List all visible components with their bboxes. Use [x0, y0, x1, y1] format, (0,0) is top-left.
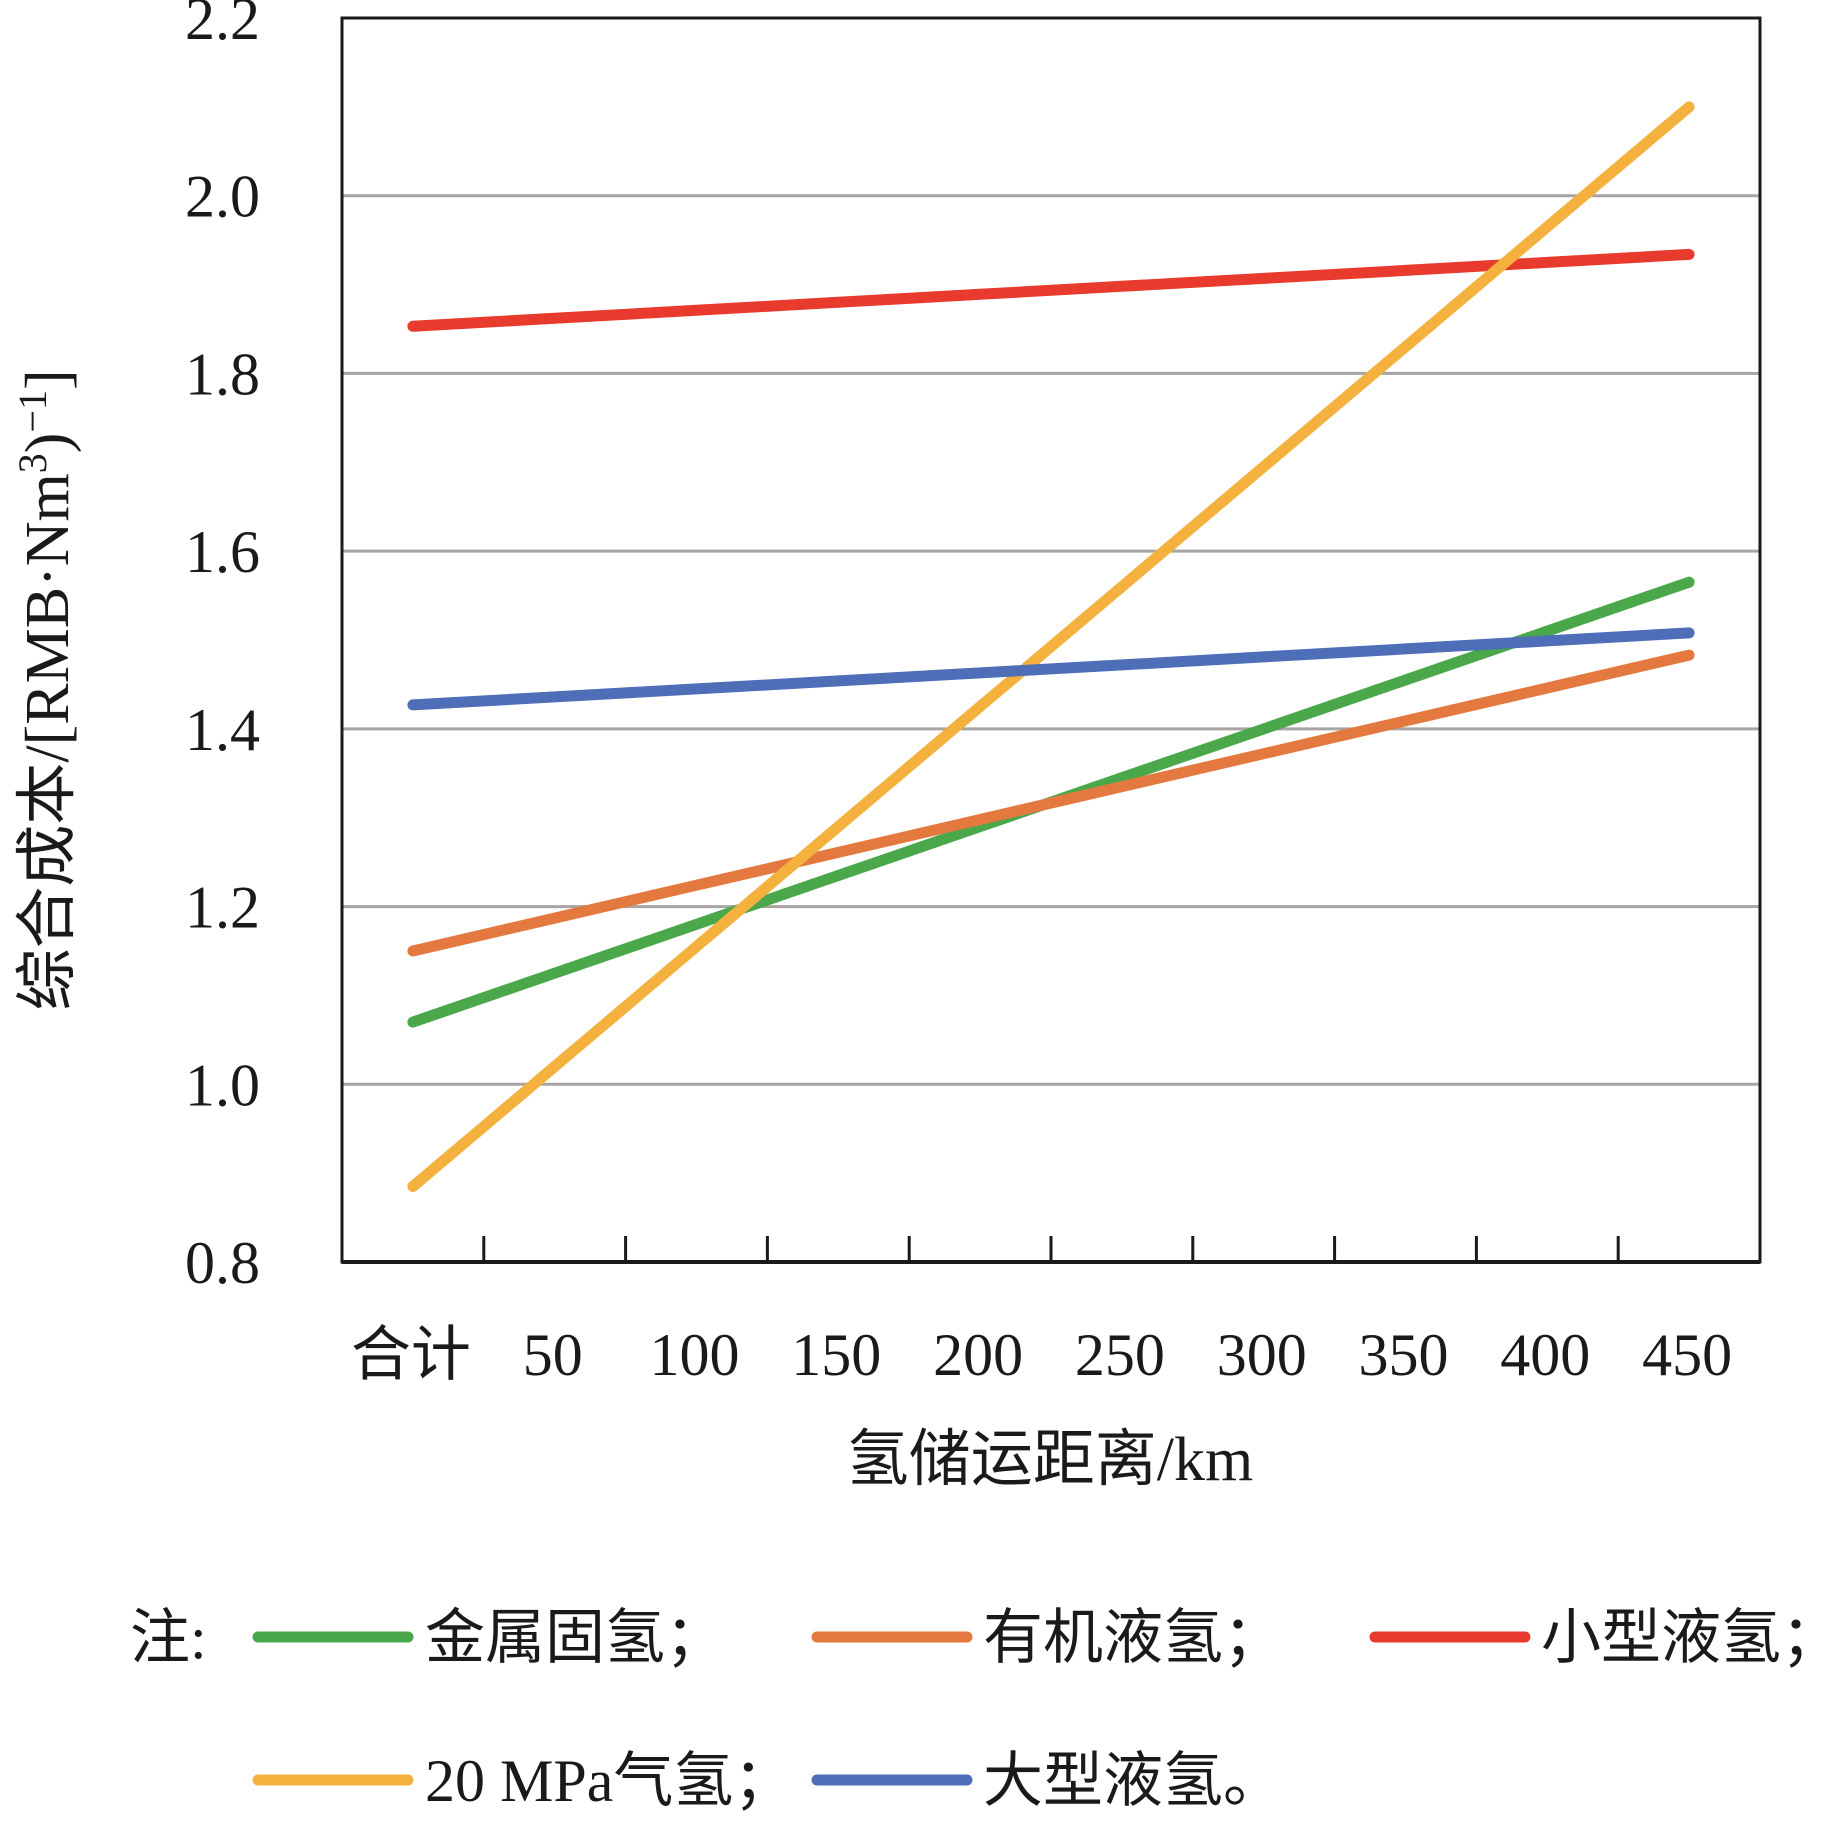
- x-tick-label: 合计: [351, 1322, 471, 1388]
- series-line: [407, 101, 1695, 1192]
- y-tick-label: 1.4: [185, 697, 260, 763]
- x-tick-label: 100: [650, 1322, 740, 1388]
- y-axis-title-main: 综合成本/[RMB·Nm: [14, 473, 82, 1010]
- series-lines: [407, 101, 1695, 1192]
- x-tick-label: 200: [933, 1322, 1023, 1388]
- x-tick-label: 150: [791, 1322, 881, 1388]
- x-tick-label: 450: [1642, 1322, 1732, 1388]
- x-tick-label: 50: [523, 1322, 583, 1388]
- y-tick-label: 1.2: [185, 875, 260, 941]
- legend-label: 20 MPa气氢；: [425, 1748, 793, 1814]
- y-axis-title-mid: ): [14, 433, 82, 454]
- series-line: [407, 627, 1695, 711]
- y-tick-label: 1.6: [185, 519, 260, 585]
- y-tick-label: 2.0: [185, 164, 260, 230]
- legend-label: 大型液氢。: [983, 1748, 1283, 1814]
- x-tick-label: 350: [1359, 1322, 1449, 1388]
- x-axis-title: 氢储运距离/km: [847, 1426, 1253, 1494]
- series-line: [407, 248, 1695, 332]
- y-tick-label: 2.2: [185, 0, 260, 52]
- x-tick-labels: 合计 50 100 150 200 250 300 350 400 450: [351, 1322, 1732, 1388]
- y-tick-label: 1.0: [185, 1052, 260, 1118]
- y-tick-labels: 0.8 1.0 1.2 1.4 1.6 1.8 2.0 2.2: [185, 0, 260, 1296]
- legend-label: 小型液氢；: [1541, 1605, 1835, 1671]
- legend-label: 有机液氢；: [983, 1605, 1283, 1671]
- y-axis-title-sup1: 3: [10, 453, 55, 473]
- series-line: [407, 649, 1695, 957]
- gridlines: [342, 194, 1760, 1086]
- y-axis-title-sup2: −1: [10, 390, 55, 433]
- legend-prefix: 注:: [130, 1605, 207, 1671]
- x-tick-label: 400: [1500, 1322, 1590, 1388]
- y-tick-label: 0.8: [185, 1230, 260, 1296]
- legend: 注: 金属固氢； 有机液氢； 小型液氢； 20 MPa气氢； 大型液氢。: [130, 1605, 1835, 1814]
- y-axis-title: 综合成本/[RMB·Nm3)−1]: [10, 369, 82, 1010]
- x-tick-label: 300: [1217, 1322, 1307, 1388]
- y-axis-title-end: ]: [14, 369, 82, 390]
- axes: [340, 16, 1762, 1264]
- x-tick-label: 250: [1075, 1322, 1165, 1388]
- legend-label: 金属固氢；: [425, 1605, 725, 1671]
- y-tick-label: 1.8: [185, 341, 260, 407]
